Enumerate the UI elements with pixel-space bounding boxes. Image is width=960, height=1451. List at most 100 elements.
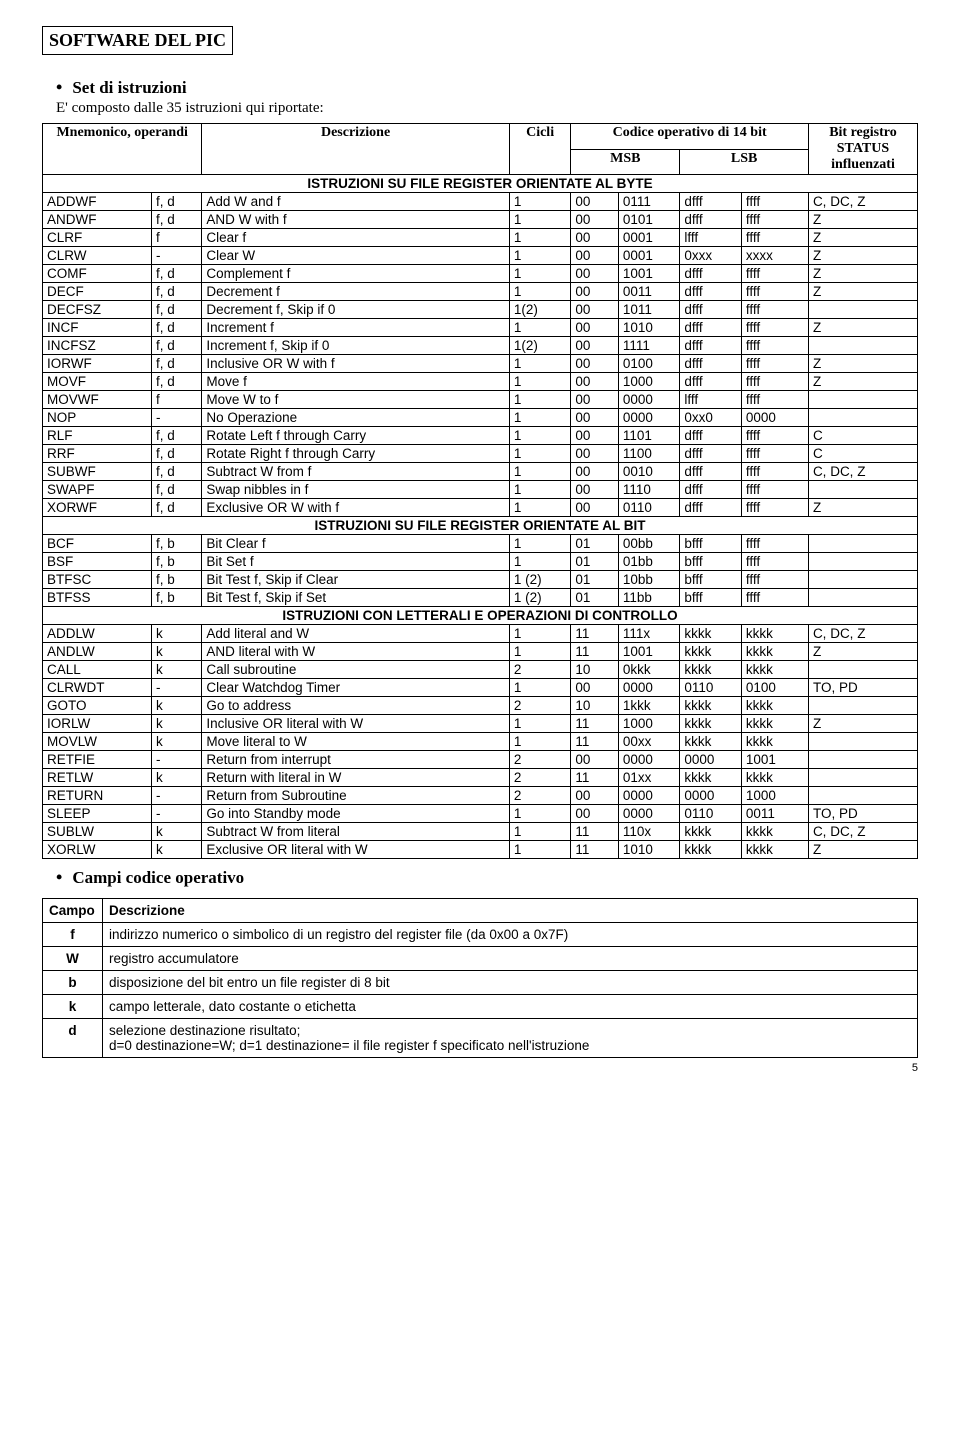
cell: 1110: [618, 481, 680, 499]
cell: f, b: [152, 553, 202, 571]
cell: -: [152, 409, 202, 427]
table-row: SUBLWkSubtract W from literal111110xkkkk…: [43, 823, 918, 841]
cell: 0011: [618, 283, 680, 301]
cell: ffff: [741, 265, 808, 283]
table-row: CLRW-Clear W10000010xxxxxxxZ: [43, 247, 918, 265]
table-row: IORWFf, dInclusive OR W with f1000100dff…: [43, 355, 918, 373]
cell: f, d: [152, 265, 202, 283]
cell: Z: [808, 355, 917, 373]
cell: C, DC, Z: [808, 193, 917, 211]
campo-desc: indirizzo numerico o simbolico di un reg…: [103, 923, 918, 947]
section-row: ISTRUZIONI SU FILE REGISTER ORIENTATE AL…: [43, 175, 918, 193]
campo-row: findirizzo numerico o simbolico di un re…: [43, 923, 918, 947]
cell: -: [152, 751, 202, 769]
cell: 00: [571, 805, 619, 823]
table-row: BCFf, bBit Clear f10100bbbfffffff: [43, 535, 918, 553]
cell: dfff: [680, 373, 742, 391]
cell: 1001: [741, 751, 808, 769]
cell: 11bb: [618, 589, 680, 607]
cell: MOVF: [43, 373, 152, 391]
table-row: ADDWFf, dAdd W and f1000111dfffffffC, DC…: [43, 193, 918, 211]
table-row: IORLWkInclusive OR literal with W1111000…: [43, 715, 918, 733]
cell: MOVLW: [43, 733, 152, 751]
cell: 00: [571, 427, 619, 445]
cell: [808, 409, 917, 427]
cell: f, d: [152, 355, 202, 373]
cell: 1011: [618, 301, 680, 319]
cell: Bit Test f, Skip if Clear: [202, 571, 510, 589]
cell: ffff: [741, 193, 808, 211]
cell: f, d: [152, 193, 202, 211]
table-row: ANDLWkAND literal with W1111001kkkkkkkkZ: [43, 643, 918, 661]
cell: f, d: [152, 337, 202, 355]
cell: ffff: [741, 229, 808, 247]
campo-row: Wregistro accumulatore: [43, 947, 918, 971]
cell: INCFSZ: [43, 337, 152, 355]
cell: 11: [571, 733, 619, 751]
cell: lfff: [680, 391, 742, 409]
cell: ffff: [741, 319, 808, 337]
cell: BTFSC: [43, 571, 152, 589]
cell: [808, 589, 917, 607]
table-row: MOVWFfMove W to f1000000lfffffff: [43, 391, 918, 409]
cell: 0000: [618, 805, 680, 823]
cell: 1: [509, 643, 571, 661]
cell: Bit Clear f: [202, 535, 510, 553]
cell: kkkk: [680, 697, 742, 715]
cell: 01xx: [618, 769, 680, 787]
cell: [808, 391, 917, 409]
cell: 01bb: [618, 553, 680, 571]
hdr-mnem: Mnemonico, operandi: [43, 124, 202, 175]
intro-text: E' composto dalle 35 istruzioni qui ripo…: [56, 100, 918, 117]
cell: 00: [571, 373, 619, 391]
cell: 11: [571, 769, 619, 787]
cell: 00: [571, 283, 619, 301]
cell: 0100: [618, 355, 680, 373]
cell: 1000: [618, 715, 680, 733]
cell: 1: [509, 193, 571, 211]
cell: Subtract W from literal: [202, 823, 510, 841]
cell: CLRF: [43, 229, 152, 247]
cell: 0111: [618, 193, 680, 211]
cell: kkkk: [741, 823, 808, 841]
cell: 0000: [618, 679, 680, 697]
cell: [808, 787, 917, 805]
cell: 1: [509, 805, 571, 823]
cell: dfff: [680, 283, 742, 301]
cell: Clear W: [202, 247, 510, 265]
cell: kkkk: [741, 661, 808, 679]
cell: C: [808, 427, 917, 445]
cell: RETLW: [43, 769, 152, 787]
cell: dfff: [680, 193, 742, 211]
cell: Z: [808, 319, 917, 337]
cell: SUBWF: [43, 463, 152, 481]
table-row: DECFf, dDecrement f1000011dfffffffZ: [43, 283, 918, 301]
campo-row: dselezione destinazione risultato; d=0 d…: [43, 1019, 918, 1058]
cell: 00bb: [618, 535, 680, 553]
cell: 0000: [680, 751, 742, 769]
cell: bfff: [680, 571, 742, 589]
cell: 00: [571, 409, 619, 427]
section-heading: Campi codice operativo: [56, 867, 918, 888]
cell: 00: [571, 193, 619, 211]
cell: f, d: [152, 445, 202, 463]
cell: BSF: [43, 553, 152, 571]
cell: ADDWF: [43, 193, 152, 211]
cell: -: [152, 805, 202, 823]
cell: 1: [509, 535, 571, 553]
cell: 00: [571, 247, 619, 265]
cell: 1000: [741, 787, 808, 805]
cell: 1: [509, 715, 571, 733]
table-row: SUBWFf, dSubtract W from f1000010dffffff…: [43, 463, 918, 481]
cell: 1: [509, 391, 571, 409]
cell: 0kkk: [618, 661, 680, 679]
cell: Move literal to W: [202, 733, 510, 751]
cell: dfff: [680, 265, 742, 283]
cell: BTFSS: [43, 589, 152, 607]
table-row: RRFf, dRotate Right f through Carry10011…: [43, 445, 918, 463]
cell: lfff: [680, 229, 742, 247]
section2-title: ISTRUZIONI SU FILE REGISTER ORIENTATE AL…: [43, 517, 918, 535]
cell: 1: [509, 427, 571, 445]
campo-hdr-1: Descrizione: [103, 899, 918, 923]
cell: 0000: [618, 751, 680, 769]
